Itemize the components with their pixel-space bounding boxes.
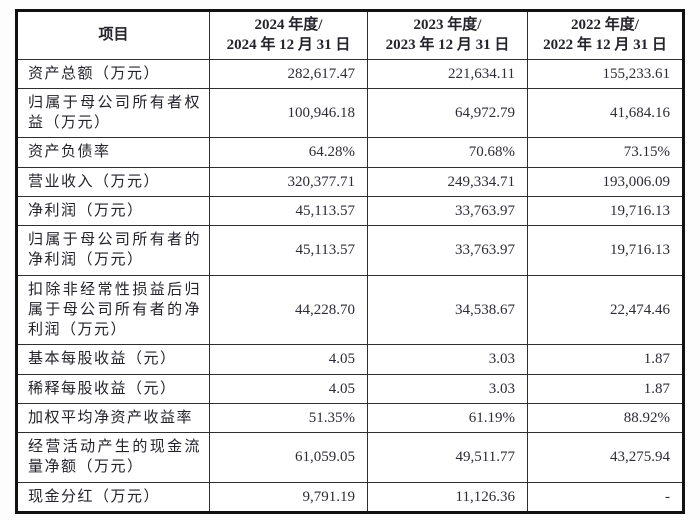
row-value-2024: 45,113.57 (209, 195, 368, 227)
row-value-2024: 51.35% (209, 402, 368, 434)
row-label: 经营活动产生的现金流量净额（万元） (16, 432, 210, 483)
table-row: 扣除非经常性损益后归属于母公司所有者的净利润（万元） 44,228.70 34,… (16, 274, 684, 346)
financial-summary-table: 项目 2024 年度/ 2024 年 12 月 31 日 2023 年度/ 20… (15, 9, 685, 514)
table-row: 资产总额（万元） 282,617.47 221,634.11 155,233.6… (16, 58, 684, 89)
row-value-2022: 22,474.46 (527, 274, 684, 346)
table-row: 资产负债率 64.28% 70.68% 73.15% (16, 137, 684, 168)
table-row: 归属于母公司所有者的净利润（万元） 45,113.57 33,763.97 19… (16, 225, 684, 276)
period-2023-line2: 2023 年 12 月 31 日 (385, 37, 510, 54)
table-row: 归属于母公司所有者权益（万元） 100,946.18 64,972.79 41,… (16, 87, 684, 139)
period-2022-line2: 2022 年 12 月 31 日 (543, 37, 667, 54)
row-value-2023: 61.19% (367, 402, 528, 434)
row-value-2023: 11,126.36 (367, 481, 528, 513)
row-label: 归属于母公司所有者权益（万元） (16, 87, 210, 139)
table-row: 现金分红（万元） 9,791.19 11,126.36 - (16, 481, 684, 513)
table-row: 稀释每股收益（元） 4.05 3.03 1.87 (16, 373, 684, 404)
row-value-2022: 88.92% (527, 402, 684, 434)
row-value-2023: 249,334.71 (367, 166, 528, 197)
row-value-2024: 61,059.05 (209, 432, 368, 483)
row-label: 资产总额（万元） (16, 58, 210, 89)
column-header-2023: 2023 年度/ 2023 年 12 月 31 日 (367, 10, 528, 60)
row-value-2022: 43,275.94 (527, 432, 684, 483)
row-value-2023: 64,972.79 (367, 87, 528, 139)
row-value-2022: 19,716.13 (527, 225, 684, 276)
table-row: 加权平均净资产收益率 51.35% 61.19% 88.92% (16, 402, 684, 434)
column-header-2024: 2024 年度/ 2024 年 12 月 31 日 (209, 10, 368, 60)
row-value-2024: 4.05 (209, 344, 368, 375)
period-2023-line1: 2023 年度/ (413, 17, 482, 33)
table-row: 营业收入（万元） 320,377.71 249,334.71 193,006.0… (16, 166, 684, 197)
row-value-2022: - (527, 481, 684, 513)
row-value-2024: 44,228.70 (209, 274, 368, 346)
column-header-2022: 2022 年度/ 2022 年 12 月 31 日 (527, 10, 684, 60)
row-value-2024: 320,377.71 (209, 166, 368, 197)
row-value-2023: 33,763.97 (367, 225, 528, 276)
table-row: 经营活动产生的现金流量净额（万元） 61,059.05 49,511.77 43… (16, 432, 684, 483)
row-value-2022: 193,006.09 (527, 166, 684, 197)
row-value-2023: 3.03 (367, 344, 528, 375)
period-2024-line2: 2024 年 12 月 31 日 (226, 37, 351, 54)
row-value-2022: 155,233.61 (527, 58, 684, 89)
row-value-2023: 3.03 (367, 373, 528, 404)
row-label: 资产负债率 (16, 137, 210, 168)
row-value-2023: 33,763.97 (367, 195, 528, 227)
table-row: 基本每股收益（元） 4.05 3.03 1.87 (16, 344, 684, 375)
row-value-2023: 49,511.77 (367, 432, 528, 483)
row-value-2024: 4.05 (209, 373, 368, 404)
row-label: 基本每股收益（元） (16, 344, 210, 375)
row-label: 归属于母公司所有者的净利润（万元） (16, 225, 210, 276)
row-value-2022: 41,684.16 (527, 87, 684, 139)
row-value-2022: 1.87 (527, 344, 684, 375)
table-row: 净利润（万元） 45,113.57 33,763.97 19,716.13 (16, 195, 684, 227)
row-value-2023: 34,538.67 (367, 274, 528, 346)
row-label: 稀释每股收益（元） (16, 373, 210, 404)
row-value-2022: 73.15% (527, 137, 684, 168)
row-value-2023: 70.68% (367, 137, 528, 168)
row-value-2024: 282,617.47 (209, 58, 368, 89)
header-row: 项目 2024 年度/ 2024 年 12 月 31 日 2023 年度/ 20… (16, 10, 684, 60)
row-value-2023: 221,634.11 (367, 58, 528, 89)
row-label: 净利润（万元） (16, 195, 210, 227)
period-2024-line1: 2024 年度/ (254, 17, 323, 33)
column-header-item: 项目 (16, 10, 210, 60)
row-label: 营业收入（万元） (16, 166, 210, 197)
row-value-2024: 64.28% (209, 137, 368, 168)
row-label: 加权平均净资产收益率 (16, 402, 210, 434)
period-2022-line1: 2022 年度/ (571, 17, 639, 33)
row-label: 现金分红（万元） (16, 481, 210, 513)
row-value-2022: 1.87 (527, 373, 684, 404)
row-label: 扣除非经常性损益后归属于母公司所有者的净利润（万元） (16, 274, 210, 346)
row-value-2022: 19,716.13 (527, 195, 684, 227)
row-value-2024: 100,946.18 (209, 87, 368, 139)
row-value-2024: 9,791.19 (209, 481, 368, 513)
row-value-2024: 45,113.57 (209, 225, 368, 276)
